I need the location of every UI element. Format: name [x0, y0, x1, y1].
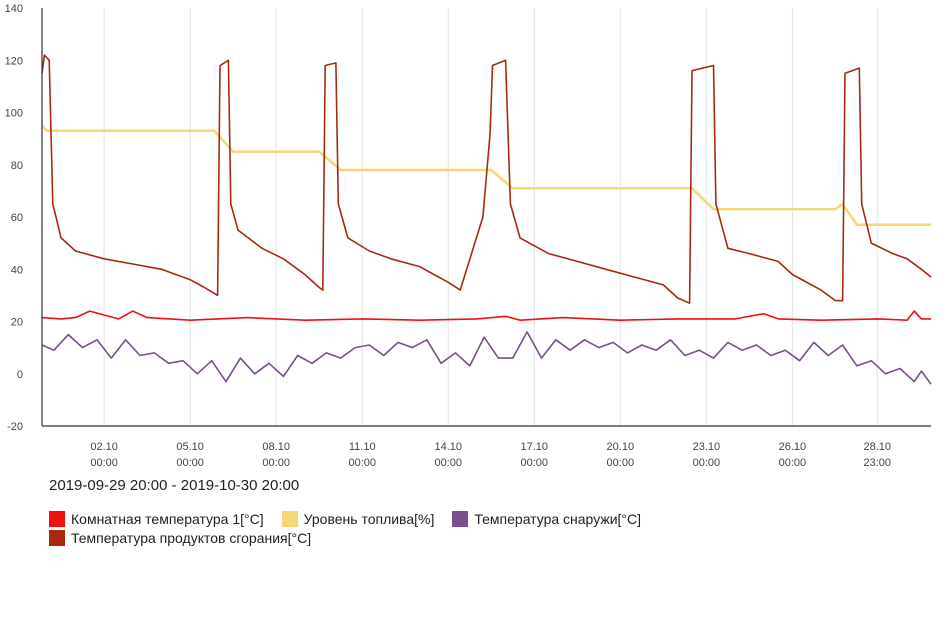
legend-label: Комнатная температура 1[°C]: [71, 511, 264, 527]
y-axis-ticks: -20 0 20 40 60 80 100 120 140: [5, 3, 23, 433]
x-tick-label: 23.10: [693, 441, 721, 453]
x-tick-time-label: 00:00: [607, 457, 635, 469]
legend-item-room-temperature[interactable]: Комнатная температура 1[°C]: [49, 511, 264, 527]
x-axis-ticks: 02.10 00:00 05.10 00:00 08.10 00:00 11.10 00:00…: [90, 441, 891, 469]
x-tick-time-label: 23:00: [863, 457, 891, 469]
line-chart: -20 0 20 40 60 80 100 120 140 02.10 00:00 05.10 00:…: [5, 3, 932, 469]
x-tick-time-label: 00:00: [262, 457, 290, 469]
legend-item-fuel-level[interactable]: Уровень топлива[%]: [281, 511, 435, 527]
x-tick-label: 11.10: [349, 441, 376, 453]
y-tick-label: 100: [5, 108, 23, 120]
x-tick-time-label: 00:00: [521, 457, 549, 469]
x-tick-label: 14.10: [434, 441, 462, 453]
legend-swatch: [281, 511, 298, 527]
y-tick-label: 60: [11, 212, 23, 224]
legend-swatch: [49, 511, 65, 527]
y-tick-label: 20: [11, 317, 23, 329]
chart-axes: [41, 8, 931, 427]
chart-legend: Комнатная температура 1[°C] Уровень топл…: [49, 511, 929, 549]
legend-label: Температура продуктов сгорания[°C]: [71, 530, 312, 546]
y-tick-label: 140: [5, 3, 23, 15]
x-tick-label: 20.10: [607, 441, 635, 453]
chart-series: [41, 54, 932, 385]
legend-swatch: [452, 511, 469, 527]
x-tick-time-label: 00:00: [434, 457, 462, 469]
series-line-room-temperature: [41, 310, 931, 321]
date-range-label: 2019-09-29 20:00 - 2019-10-30 20:00: [49, 477, 300, 494]
legend-item-outside-temperature[interactable]: Температура снаружи[°C]: [452, 511, 641, 527]
y-tick-label: 80: [11, 160, 23, 172]
legend-label: Уровень топлива[%]: [303, 511, 435, 527]
y-tick-label: 120: [5, 55, 23, 67]
legend-label: Температура снаружи[°C]: [474, 511, 642, 527]
x-tick-time-label: 00:00: [176, 457, 204, 469]
x-tick-label: 05.10: [176, 441, 204, 453]
legend-item-flue-gas-temperature[interactable]: Температура продуктов сгорания[°C]: [49, 530, 311, 546]
x-tick-label: 26.10: [779, 441, 807, 453]
legend-row: Комнатная температура 1[°C] Уровень топл…: [49, 511, 929, 527]
x-tick-time-label: 00:00: [779, 457, 807, 469]
legend-row: Температура продуктов сгорания[°C]: [49, 530, 929, 546]
series-line-fuel-level: [41, 124, 931, 227]
x-tick-time-label: 00:00: [90, 457, 118, 469]
x-tick-label: 17.10: [521, 441, 549, 453]
legend-swatch: [49, 530, 65, 546]
y-tick-label: -20: [7, 421, 23, 433]
series-line-flue-gas-temperature: [41, 54, 932, 304]
x-tick-label: 02.10: [90, 441, 118, 453]
x-tick-time-label: 00:00: [693, 457, 721, 469]
grid-lines: [103, 8, 878, 426]
y-tick-label: 40: [11, 264, 23, 276]
y-tick-label: 0: [17, 369, 23, 381]
series-line-outside-temperature: [41, 331, 932, 385]
x-tick-label: 28.10: [863, 441, 891, 453]
x-tick-time-label: 00:00: [348, 457, 376, 469]
x-tick-label: 08.10: [262, 441, 290, 453]
